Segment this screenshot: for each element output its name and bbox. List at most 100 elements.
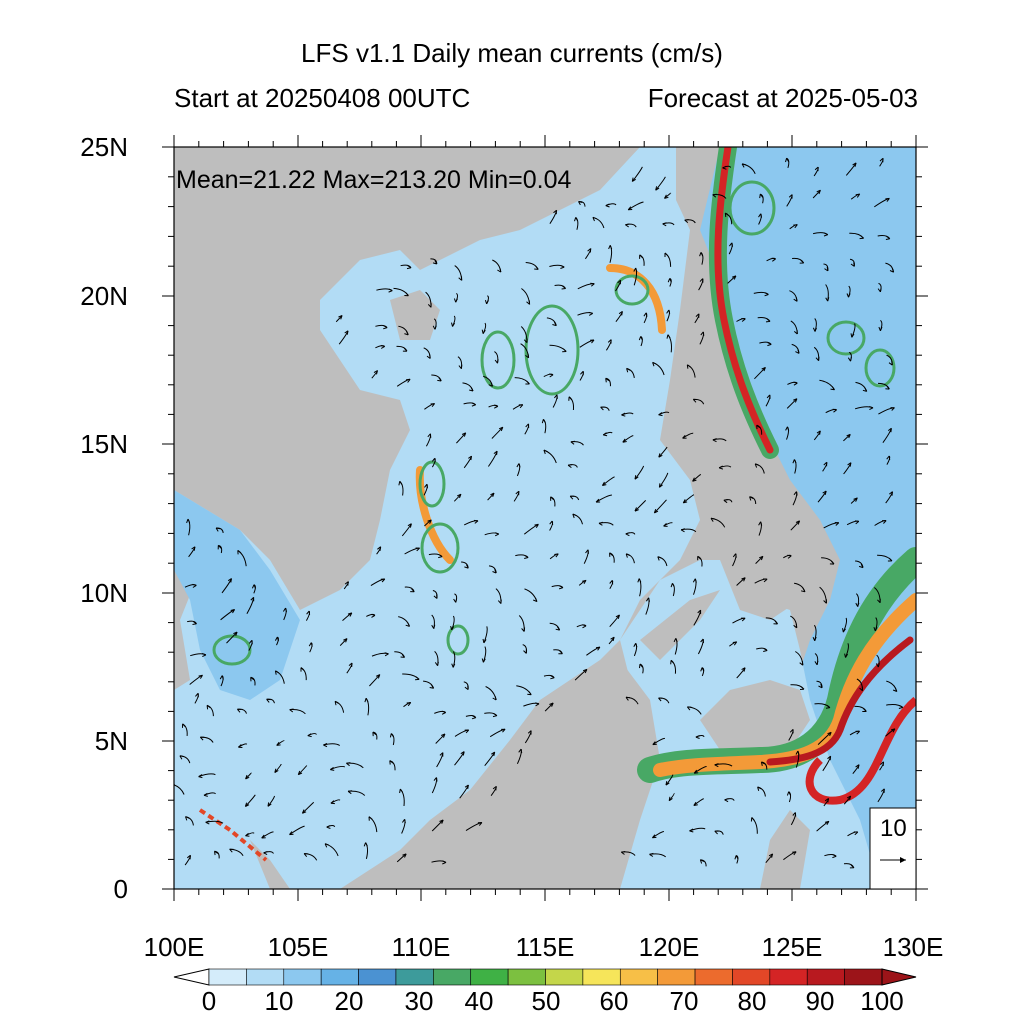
current-arrow-head bbox=[732, 641, 738, 646]
current-arrow-head bbox=[406, 378, 411, 383]
current-arrow-head bbox=[832, 408, 837, 413]
colorbar-label-70: 70 bbox=[670, 986, 699, 1016]
current-arrow-head bbox=[759, 555, 764, 561]
colorbar-swatch bbox=[619, 968, 658, 986]
current-arrow-head bbox=[186, 854, 191, 860]
lon-label-115e: 115E bbox=[516, 932, 575, 962]
current-arrow-head bbox=[756, 424, 761, 430]
current-arrow-head bbox=[697, 609, 702, 615]
current-arrow-head bbox=[639, 663, 643, 669]
current-arrow-head bbox=[307, 733, 312, 738]
colorbar-swatch bbox=[844, 968, 883, 986]
current-arrow-head bbox=[785, 426, 790, 431]
current-arrow-head bbox=[346, 762, 351, 767]
current-arrow-head bbox=[244, 802, 250, 807]
current-arrow-head bbox=[844, 653, 849, 658]
current-arrow-head bbox=[402, 853, 407, 858]
current-arrow-head bbox=[846, 795, 852, 801]
lat-label-20n: 20N bbox=[80, 281, 128, 311]
current-arrow-head bbox=[767, 342, 772, 347]
current-arrow-head bbox=[491, 751, 496, 757]
current-arrow-head bbox=[885, 197, 890, 202]
current-arrow-head bbox=[237, 708, 242, 713]
current-arrow-head bbox=[670, 659, 675, 665]
current-arrow bbox=[658, 472, 669, 488]
current-arrow-head bbox=[432, 260, 438, 265]
current-arrow-head bbox=[689, 828, 694, 833]
current-arrow-head bbox=[814, 660, 819, 666]
current-arrow-head bbox=[607, 339, 612, 344]
land-borneo bbox=[420, 660, 660, 889]
current-arrow-head bbox=[829, 560, 835, 565]
colorbar-swatch bbox=[694, 968, 733, 986]
current-arrow-head bbox=[245, 774, 250, 780]
current-arrow-head bbox=[758, 213, 762, 218]
current-arrow-head bbox=[473, 519, 479, 524]
current-arrow-head bbox=[699, 252, 704, 257]
lon-label-120e: 120E bbox=[639, 932, 700, 962]
current-arrow-head bbox=[890, 728, 896, 733]
current-arrow-head bbox=[461, 432, 467, 437]
current-arrow-head bbox=[471, 402, 476, 407]
current-arrow-head bbox=[363, 842, 368, 847]
current-arrow-head bbox=[432, 325, 437, 330]
current-arrow-head bbox=[846, 293, 851, 298]
lat-label-10n: 10N bbox=[80, 578, 128, 608]
current-arrow-head bbox=[731, 275, 737, 280]
current-arrow-head bbox=[186, 518, 191, 524]
current-arrow-head bbox=[464, 564, 469, 569]
current-arrow-head bbox=[723, 499, 728, 504]
current-arrow-head bbox=[758, 521, 763, 526]
current-arrow-head bbox=[230, 609, 236, 614]
current-arrow-head bbox=[364, 697, 369, 703]
current-arrow-head bbox=[695, 734, 700, 739]
current-arrow-head bbox=[549, 702, 554, 707]
current-arrow-head bbox=[585, 549, 589, 554]
lat-label-5n: 5N bbox=[95, 726, 128, 756]
current-arrow-head bbox=[347, 612, 353, 617]
colorbar-label-90: 90 bbox=[806, 986, 835, 1016]
current-arrow-head bbox=[389, 733, 394, 738]
current-arrow-head bbox=[525, 353, 530, 359]
current-arrow-head bbox=[757, 786, 762, 791]
current-arrow-head bbox=[760, 761, 766, 767]
current-arrow-head bbox=[639, 254, 643, 259]
current-arrow-head bbox=[885, 385, 890, 390]
lon-labels: 100E 105E 110E 115E 120E 125E 130E bbox=[144, 932, 944, 962]
current-arrow-head bbox=[667, 278, 672, 283]
current-arrow-head bbox=[383, 325, 388, 330]
current-arrow-head bbox=[373, 370, 378, 375]
current-arrow-head bbox=[878, 326, 883, 331]
current-arrow-head bbox=[554, 553, 559, 558]
current-sumatra-coast bbox=[198, 808, 268, 862]
current-arrow bbox=[289, 825, 305, 836]
current-arrow-head bbox=[245, 832, 250, 837]
current-arrow-head bbox=[710, 517, 715, 522]
current-arrow-head bbox=[879, 157, 884, 163]
current-arrow-head bbox=[458, 364, 463, 370]
current-arrow-head bbox=[792, 459, 797, 464]
current-arrow-head bbox=[324, 843, 329, 848]
current-arrow-head bbox=[792, 812, 797, 817]
current-arrow-head bbox=[734, 855, 739, 860]
current-arrow-head bbox=[816, 189, 821, 195]
colorbar-label-50: 50 bbox=[532, 986, 561, 1016]
current-arrow-head bbox=[633, 267, 638, 272]
current-arrow-head bbox=[799, 259, 805, 264]
current-arrow-head bbox=[372, 731, 377, 737]
current-arrow-head bbox=[625, 553, 631, 558]
current-arrow-head bbox=[855, 764, 860, 769]
current-arrow bbox=[297, 765, 308, 776]
reference-vector-box bbox=[869, 807, 917, 890]
current-arrow-head bbox=[700, 667, 705, 672]
current-arrow-head bbox=[427, 519, 432, 524]
current-arrow-head bbox=[492, 695, 497, 701]
current-arrow-head bbox=[631, 177, 636, 182]
current-arrow-head bbox=[887, 427, 892, 433]
current-arrow-head bbox=[663, 523, 668, 527]
current-arrow-head bbox=[666, 309, 671, 315]
current-arrow-head bbox=[250, 676, 255, 682]
current-arrow-head bbox=[889, 268, 895, 273]
current-arrow-head bbox=[649, 852, 654, 857]
colorbar-lower-triangle bbox=[173, 968, 210, 986]
